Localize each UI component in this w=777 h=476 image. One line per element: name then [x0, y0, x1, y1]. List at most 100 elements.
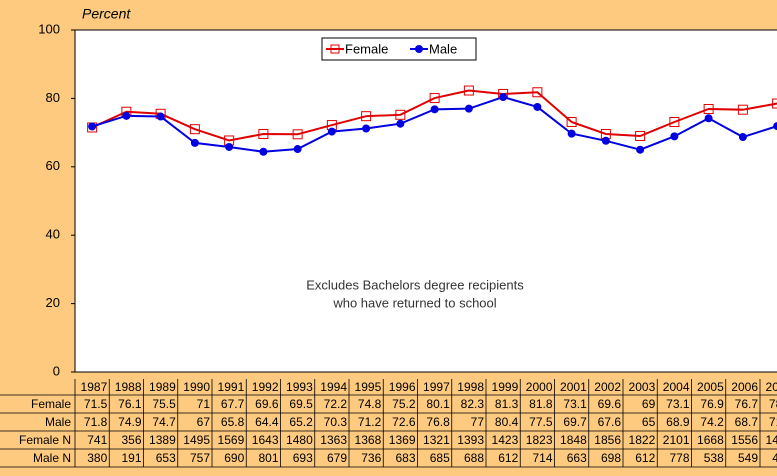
- marker: [704, 114, 713, 123]
- x-tick-label: 1998: [457, 380, 484, 394]
- table-cell: 685: [430, 451, 450, 465]
- table-cell: 683: [395, 451, 415, 465]
- table-cell: 80.1: [426, 397, 450, 411]
- table-cell: 76.8: [426, 415, 450, 429]
- x-tick-label: 2007: [766, 380, 777, 394]
- table-cell: 73.1: [666, 397, 690, 411]
- table-cell: 69.7: [563, 415, 587, 429]
- legend-marker: [415, 45, 423, 53]
- table-cell: 549: [738, 451, 758, 465]
- marker: [88, 122, 97, 131]
- marker: [122, 111, 131, 120]
- table-cell: 77: [471, 415, 485, 429]
- table-cell: 72.2: [324, 397, 348, 411]
- x-tick-label: 2001: [560, 380, 587, 394]
- marker: [669, 116, 680, 127]
- x-tick-label: 1995: [355, 380, 382, 394]
- table-cell: 1363: [320, 433, 347, 447]
- legend-marker: [330, 44, 340, 54]
- y-tick-label: 0: [53, 363, 60, 378]
- table-cell: 356: [121, 433, 141, 447]
- marker: [464, 104, 473, 113]
- table-cell: 76.7: [735, 397, 759, 411]
- marker: [566, 116, 577, 127]
- table-cell: 76.1: [118, 397, 142, 411]
- table-cell: 1480: [286, 433, 313, 447]
- table-cell: 1393: [457, 433, 484, 447]
- table-cell: 81.3: [495, 397, 519, 411]
- table-cell: 65.8: [221, 415, 245, 429]
- marker: [772, 98, 777, 109]
- marker: [292, 129, 303, 140]
- marker: [533, 102, 542, 111]
- table-cell: 71.5: [84, 397, 108, 411]
- table-cell: 67.7: [221, 397, 245, 411]
- marker: [362, 124, 371, 133]
- table-cell: 1856: [594, 433, 621, 447]
- x-tick-label: 1991: [218, 380, 245, 394]
- x-tick-label: 1988: [115, 380, 142, 394]
- table-cell: 778: [669, 451, 689, 465]
- table-cell: 73.1: [563, 397, 587, 411]
- marker: [738, 133, 747, 142]
- table-cell: 69.6: [255, 397, 279, 411]
- table-cell: 1430: [766, 433, 777, 447]
- table-cell: 69: [642, 397, 656, 411]
- table-cell: 679: [327, 451, 347, 465]
- table-cell: 1822: [629, 433, 656, 447]
- table-cell: 741: [87, 433, 107, 447]
- table-cell: 65.2: [289, 415, 313, 429]
- y-tick-label: 80: [46, 90, 60, 105]
- x-tick-label: 2005: [697, 380, 724, 394]
- x-tick-label: 2004: [663, 380, 690, 394]
- marker: [259, 147, 268, 156]
- table-cell: 690: [224, 451, 244, 465]
- annotation: who have returned to school: [332, 295, 496, 310]
- marker: [225, 142, 234, 151]
- table-cell: 68.9: [666, 415, 690, 429]
- y-tick-label: 60: [46, 158, 60, 173]
- marker: [327, 127, 336, 136]
- x-tick-label: 2000: [526, 380, 553, 394]
- table-cell: 72.6: [392, 415, 416, 429]
- table-cell: 76.9: [700, 397, 724, 411]
- table-cell: 1556: [731, 433, 758, 447]
- table-cell: 663: [567, 451, 587, 465]
- marker: [293, 145, 302, 154]
- table-cell: 538: [704, 451, 724, 465]
- marker: [189, 124, 200, 135]
- x-tick-label: 2003: [629, 380, 656, 394]
- x-tick-label: 2002: [594, 380, 621, 394]
- marker: [156, 112, 165, 121]
- marker: [567, 129, 576, 138]
- table-cell: 1823: [526, 433, 553, 447]
- marker: [258, 128, 269, 139]
- marker: [190, 138, 199, 147]
- marker: [361, 111, 372, 122]
- table-cell: 69.6: [598, 397, 622, 411]
- table-cell: 74.9: [118, 415, 142, 429]
- legend-label: Male: [429, 41, 457, 56]
- table-cell: 80.4: [495, 415, 519, 429]
- row-label: Female N: [19, 433, 71, 447]
- table-cell: 191: [121, 451, 141, 465]
- marker: [463, 85, 474, 96]
- x-tick-label: 1999: [492, 380, 519, 394]
- table-cell: 65: [642, 415, 656, 429]
- table-cell: 71.2: [358, 415, 382, 429]
- table-cell: 68.7: [735, 415, 759, 429]
- marker: [396, 119, 405, 128]
- table-cell: 1368: [355, 433, 382, 447]
- table-cell: 1389: [149, 433, 176, 447]
- table-cell: 736: [361, 451, 381, 465]
- legend-label: Female: [345, 41, 388, 56]
- marker: [429, 93, 440, 104]
- table-cell: 612: [635, 451, 655, 465]
- table-cell: 688: [464, 451, 484, 465]
- x-tick-label: 1994: [320, 380, 347, 394]
- y-axis-label: Percent: [82, 6, 131, 22]
- x-tick-label: 1987: [81, 380, 108, 394]
- table-cell: 698: [601, 451, 621, 465]
- table-cell: 757: [190, 451, 210, 465]
